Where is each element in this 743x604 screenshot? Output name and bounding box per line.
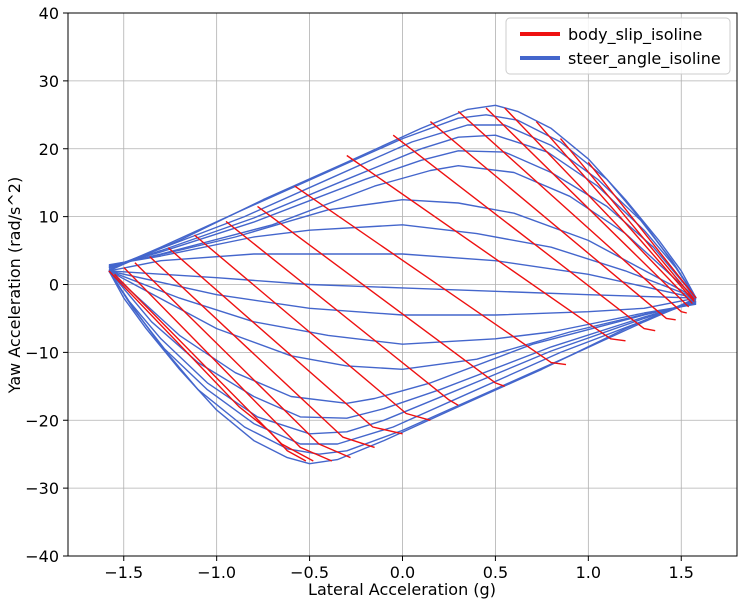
body_slip_isoline-line-3 [134, 262, 351, 459]
steer_angle_isoline-line-0 [108, 104, 697, 299]
y-tick-label: 20 [39, 140, 59, 159]
steer_angle_isoline-line-5 [108, 164, 697, 299]
steer_angle_isoline-line-14 [108, 270, 697, 419]
steer_angle_isoline-line-10 [108, 270, 697, 316]
y-tick-label: −40 [25, 547, 59, 566]
y-tick-label: 40 [39, 4, 59, 23]
steer_angle_isoline-line-11 [108, 270, 697, 345]
series-body_slip_isoline [108, 107, 697, 462]
y-tick-label: −10 [25, 343, 59, 362]
steer_angle_isoline-line-6 [108, 198, 697, 299]
series-steer_angle_isoline [108, 104, 697, 465]
series-group [108, 104, 697, 465]
x-tick-label: 1.5 [669, 563, 694, 582]
steer_angle_isoline-line-13 [108, 270, 697, 404]
body_slip_isoline-line-2 [123, 267, 333, 462]
y-axis: −40 −30 −20 −10 0 10 20 30 40 [25, 4, 68, 566]
body_slip_isoline-line-18 [587, 161, 697, 299]
body_slip_isoline-line-12 [429, 121, 676, 321]
steer_angle_isoline-line-3 [108, 134, 697, 299]
steer_angle_isoline-line-2 [108, 124, 697, 299]
y-tick-label: −30 [25, 479, 59, 498]
x-tick-label: −1.0 [197, 563, 236, 582]
x-axis: −1.5 −1.0 −0.5 0.0 0.5 1.0 1.5 [104, 556, 694, 582]
steer_angle_isoline-line-12 [108, 270, 697, 370]
body_slip_isoline-line-1 [114, 273, 314, 462]
steer_angle_isoline-line-8 [108, 253, 697, 299]
y-axis-label: Yaw Acceleration (rad/s^2) [5, 177, 24, 394]
y-tick-label: 30 [39, 72, 59, 91]
legend-label-steer-angle: steer_angle_isoline [568, 49, 721, 69]
legend: body_slip_isoline steer_angle_isoline [505, 17, 731, 75]
y-tick-label: 10 [39, 208, 59, 227]
x-tick-label: −0.5 [290, 563, 329, 582]
body_slip_isoline-line-5 [167, 247, 403, 435]
body_slip_isoline-line-11 [392, 134, 656, 332]
steer_angle_isoline-line-18 [108, 270, 697, 465]
legend-box [505, 17, 731, 75]
steer_angle_isoline-line-1 [108, 114, 697, 299]
body_slip_isoline-line-9 [294, 185, 567, 366]
body_slip_isoline-line-15 [504, 107, 693, 304]
body_slip_isoline-line-4 [149, 256, 375, 449]
x-tick-label: −1.5 [104, 563, 143, 582]
steer_angle_isoline-line-15 [108, 270, 697, 435]
body_slip_isoline-line-17 [559, 138, 695, 300]
x-axis-label: Lateral Acceleration (g) [308, 580, 496, 599]
body_slip_isoline-line-7 [225, 220, 459, 406]
body_slip_isoline-line-16 [535, 121, 695, 302]
body_slip_isoline-line-6 [193, 234, 431, 421]
body_slip_isoline-line-14 [485, 107, 690, 308]
steer_angle_isoline-line-9 [108, 270, 697, 299]
x-tick-label: 1.0 [576, 563, 601, 582]
legend-label-body-slip: body_slip_isoline [568, 25, 702, 45]
body_slip_isoline-line-13 [457, 110, 687, 314]
x-tick-label: 0.5 [483, 563, 508, 582]
body_slip_isoline-line-8 [257, 205, 505, 387]
body_slip_isoline-line-10 [346, 154, 626, 342]
y-tick-label: 0 [49, 276, 59, 295]
y-tick-label: −20 [25, 411, 59, 430]
x-tick-label: 0.0 [390, 563, 415, 582]
